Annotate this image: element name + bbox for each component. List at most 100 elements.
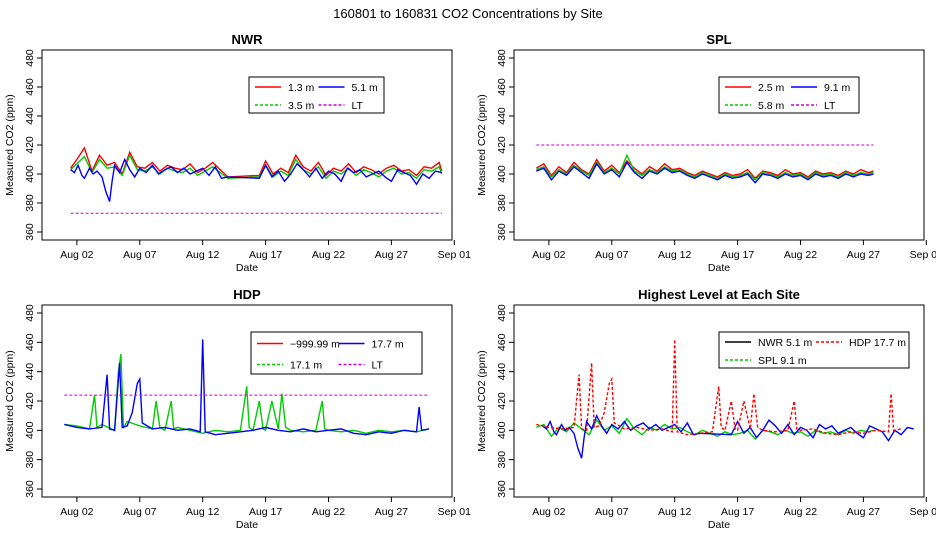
legend-label: LT <box>352 100 364 112</box>
legend-label: 2.5 m <box>758 82 785 94</box>
y-tick-label: 380 <box>24 451 36 469</box>
x-tick-label: Aug 22 <box>784 249 817 261</box>
y-tick-label: 400 <box>496 165 508 183</box>
y-tick-label: 460 <box>24 78 36 96</box>
x-tick-label: Aug 22 <box>312 506 345 518</box>
legend-label: SPL 9.1 m <box>758 355 807 367</box>
legend-box <box>718 76 860 114</box>
series-line-17-1-m <box>64 354 430 435</box>
y-tick-label: 380 <box>496 194 508 212</box>
series-line-9-1-m <box>536 161 874 184</box>
x-tick-label: Aug 12 <box>186 249 219 261</box>
x-tick-label: Aug 02 <box>60 249 93 261</box>
y-tick-label: 440 <box>496 107 508 125</box>
legend-box <box>718 331 910 369</box>
x-tick-label: Aug 12 <box>658 506 691 518</box>
legend-label: 5.1 m <box>352 82 379 94</box>
y-axis-label: Measured CO2 (ppm) <box>476 350 488 452</box>
x-tick-label: Aug 07 <box>595 249 628 261</box>
x-tick-label: Aug 27 <box>375 506 408 518</box>
y-tick-label: 400 <box>496 421 508 439</box>
y-tick-label: 400 <box>24 421 36 439</box>
x-axis-label: Date <box>708 262 730 274</box>
y-tick-label: 460 <box>496 78 508 96</box>
figure-title: 160801 to 160831 CO2 Concentrations by S… <box>333 6 603 21</box>
x-tick-label: Aug 22 <box>312 249 345 261</box>
y-tick-label: 420 <box>24 136 36 154</box>
y-tick-label: 400 <box>24 165 36 183</box>
x-tick-label: Aug 12 <box>186 506 219 518</box>
y-tick-label: 360 <box>24 480 36 498</box>
y-tick-label: 420 <box>496 392 508 410</box>
legend-label: HDP 17.7 m <box>849 337 906 349</box>
y-tick-label: 360 <box>24 223 36 241</box>
y-axis-label: Measured CO2 (ppm) <box>4 350 16 452</box>
x-tick-label: Aug 02 <box>60 506 93 518</box>
x-tick-label: Aug 07 <box>595 506 628 518</box>
legend: −999.99 m 17.7 m 17.1 m LT <box>250 331 423 375</box>
y-tick-label: 480 <box>24 304 36 322</box>
legend-label: LT <box>824 100 836 112</box>
x-tick-label: Aug 17 <box>721 506 754 518</box>
x-tick-label: Aug 22 <box>784 506 817 518</box>
legend-label: 9.1 m <box>824 82 851 94</box>
x-tick-label: Aug 27 <box>847 506 880 518</box>
x-tick-label: Sep 01 <box>910 249 936 261</box>
y-tick-label: 380 <box>496 451 508 469</box>
legend-label: 3.5 m <box>288 100 315 112</box>
panel-title: SPL <box>706 32 731 47</box>
panel-1: NWR 360 380 400 420 440 460 480 Measured CO2 (pp… <box>4 32 471 274</box>
y-tick-label: 440 <box>24 107 36 125</box>
x-tick-label: Sep 01 <box>910 506 936 518</box>
panel-4: Highest Level at Each Site 360 380 400 420 44… <box>476 287 936 531</box>
x-tick-label: Aug 17 <box>249 249 282 261</box>
series-line-1-3-m <box>70 146 443 178</box>
y-tick-label: 460 <box>24 333 36 351</box>
plot-frame <box>41 49 453 241</box>
legend: 1.3 m 5.1 m 3.5 m LT <box>248 76 385 114</box>
y-tick-label: 480 <box>496 304 508 322</box>
legend-box <box>248 76 385 114</box>
legend-label: 17.7 m <box>372 339 404 351</box>
y-tick-label: 360 <box>496 480 508 498</box>
x-axis-label: Date <box>236 262 258 274</box>
x-axis-label: Date <box>236 519 258 531</box>
y-tick-label: 360 <box>496 223 508 241</box>
legend: 2.5 m 9.1 m 5.8 m LT <box>718 76 860 114</box>
series-line-3-5-m <box>70 153 443 180</box>
y-tick-label: 440 <box>24 363 36 381</box>
legend-label: NWR 5.1 m <box>758 337 813 349</box>
y-tick-label: 440 <box>496 363 508 381</box>
x-tick-label: Aug 17 <box>249 506 282 518</box>
y-tick-label: 480 <box>496 49 508 67</box>
x-tick-label: Aug 07 <box>123 506 156 518</box>
y-tick-label: 380 <box>24 194 36 212</box>
legend-label: 5.8 m <box>758 100 785 112</box>
series-line-5-1-m <box>70 157 442 202</box>
y-tick-label: 420 <box>496 136 508 154</box>
y-tick-label: 420 <box>24 392 36 410</box>
legend-label: 17.1 m <box>290 360 322 372</box>
panels: NWR 360 380 400 420 440 460 480 Measured CO2 (pp… <box>4 32 936 531</box>
y-axis-label: Measured CO2 (ppm) <box>476 94 488 196</box>
x-tick-label: Aug 27 <box>375 249 408 261</box>
legend-label: LT <box>372 360 384 372</box>
x-tick-label: Aug 07 <box>123 249 156 261</box>
series-line-5-8-m <box>536 153 874 181</box>
legend: NWR 5.1 m HDP 17.7 m SPL 9.1 m <box>718 331 910 369</box>
x-tick-label: Aug 17 <box>721 249 754 261</box>
x-axis-label: Date <box>708 519 730 531</box>
panel-title: Highest Level at Each Site <box>638 287 800 302</box>
legend-label: 1.3 m <box>288 82 315 94</box>
x-tick-label: Aug 02 <box>532 249 565 261</box>
x-tick-label: Sep 01 <box>438 506 471 518</box>
y-tick-label: 460 <box>496 333 508 351</box>
series-line-2-5-m <box>535 158 874 180</box>
panel-3: HDP 360 380 400 420 440 460 480 Measured CO2 (pp… <box>4 287 471 531</box>
panel-2: SPL 360 380 400 420 440 460 480 Measured CO2 (pp… <box>476 32 936 274</box>
x-tick-label: Aug 12 <box>658 249 691 261</box>
x-tick-label: Sep 01 <box>438 249 471 261</box>
series-line-17-7-m <box>64 339 430 436</box>
panel-title: HDP <box>233 287 261 302</box>
